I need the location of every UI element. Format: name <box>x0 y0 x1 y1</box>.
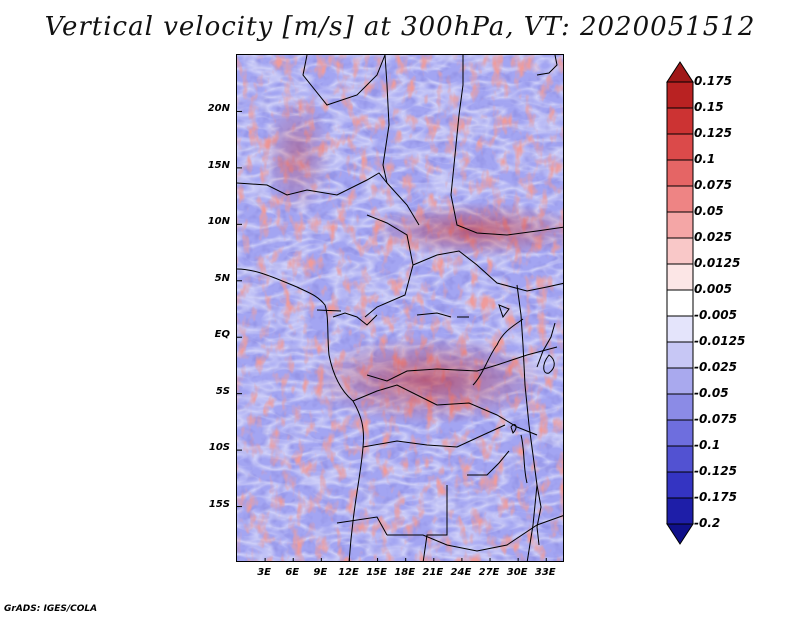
lon-label-9e: 9E <box>313 567 328 578</box>
colorbar-segment <box>666 107 694 135</box>
lat-label-15s: 15S <box>208 498 230 510</box>
colorbar-min-triangle <box>666 523 694 545</box>
lat-label-10n: 10N <box>207 216 230 228</box>
colorbar-segment <box>666 471 694 499</box>
convective-band-north <box>367 202 563 258</box>
lon-label-24e: 24E <box>450 567 472 578</box>
colorbar-label: 0.05 <box>694 204 724 218</box>
colorbar-segment <box>666 315 694 343</box>
atlantic-coastline <box>237 268 364 561</box>
velocity-field-map <box>237 55 563 561</box>
map-panel <box>236 54 564 562</box>
colorbar-label: 0.1 <box>694 152 716 166</box>
lon-label-3e: 3E <box>257 567 271 578</box>
colorbar-segment <box>666 263 694 291</box>
colorbar-label: 0.025 <box>694 230 732 244</box>
lake-victoria <box>543 354 555 374</box>
colorbar-label: -0.005 <box>694 308 737 322</box>
colorbar-segment <box>666 237 694 265</box>
lon-label-30e: 30E <box>506 567 528 578</box>
colorbar-segment <box>666 159 694 187</box>
colorbar-segment <box>666 289 694 317</box>
colorbar-segment <box>666 211 694 239</box>
colorbar-label: -0.075 <box>694 412 737 426</box>
lat-label-5s: 5S <box>215 385 230 397</box>
lon-label-21e: 21E <box>422 567 444 578</box>
country-borders <box>237 55 563 561</box>
colorbar-label: 0.075 <box>694 178 732 192</box>
colorbar <box>666 61 694 545</box>
lat-label-eq: EQ <box>214 329 230 341</box>
colorbar-segment <box>666 393 694 421</box>
lat-label-20n: 20N <box>207 103 230 115</box>
map-ticks <box>237 110 547 561</box>
lon-label-15e: 15E <box>366 567 387 578</box>
colorbar-segment <box>666 133 694 161</box>
colorbar-segment <box>666 367 694 395</box>
colorbar-segment <box>666 81 694 109</box>
lon-label-27e: 27E <box>478 567 500 578</box>
colorbar-label: 0.15 <box>694 100 724 114</box>
lon-label-18e: 18E <box>394 567 416 578</box>
lake-malawi <box>536 484 542 546</box>
chart-title: Vertical velocity [m/s] at 300hPa, VT: 2… <box>44 12 756 42</box>
colorbar-label: -0.0125 <box>694 334 746 348</box>
colorbar-label: -0.125 <box>694 464 737 478</box>
colorbar-label: 0.0125 <box>694 256 741 270</box>
colorbar-segment <box>666 445 694 473</box>
lon-label-12e: 12E <box>338 567 359 578</box>
colorbar-label: -0.05 <box>694 386 729 400</box>
colorbar-segment <box>666 497 694 525</box>
lake-tanganyika <box>520 434 528 484</box>
colorbar-segment <box>666 341 694 369</box>
colorbar-segment <box>666 419 694 447</box>
lat-label-15n: 15N <box>207 159 230 171</box>
lat-label-10s: 10S <box>208 442 230 454</box>
colorbar-label: -0.1 <box>694 438 721 452</box>
lon-label-6e: 6E <box>285 567 300 578</box>
colorbar-segment <box>666 185 694 213</box>
colorbar-label: -0.2 <box>694 516 721 530</box>
lat-label-5n: 5N <box>214 272 230 284</box>
colorbar-max-triangle <box>666 61 694 83</box>
colorbar-label: 0.125 <box>694 126 732 140</box>
convective-band-equatorial <box>307 335 547 425</box>
colorbar-label: -0.175 <box>694 490 737 504</box>
footer-credit: GrADS: IGES/COLA <box>4 604 98 614</box>
lon-label-33e: 33E <box>534 567 556 578</box>
ascent-region-northwest <box>262 95 332 215</box>
colorbar-label: -0.025 <box>694 360 737 374</box>
colorbar-label: 0.175 <box>694 74 732 88</box>
colorbar-label: 0.005 <box>694 282 732 296</box>
